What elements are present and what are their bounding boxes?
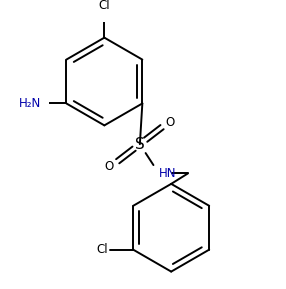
Text: O: O bbox=[105, 160, 114, 173]
Text: Cl: Cl bbox=[96, 243, 108, 256]
Text: O: O bbox=[166, 116, 175, 129]
Text: H₂N: H₂N bbox=[19, 97, 41, 110]
Text: HN: HN bbox=[159, 167, 176, 180]
Text: Cl: Cl bbox=[99, 0, 110, 12]
Text: S: S bbox=[135, 137, 145, 152]
